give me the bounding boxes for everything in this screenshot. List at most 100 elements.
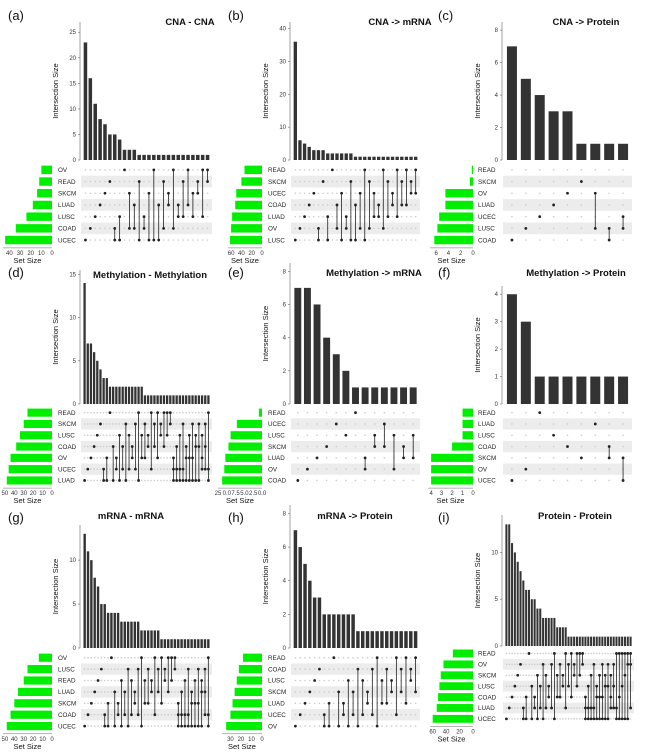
matrix-dot (385, 713, 388, 716)
intersection-bar (150, 395, 153, 404)
matrix-dot-active (116, 701, 120, 705)
matrix-dot (566, 227, 569, 230)
set-size-bar (440, 671, 473, 680)
matrix-dot (383, 479, 386, 482)
matrix-dot (550, 718, 553, 720)
set-name: READ (58, 179, 76, 186)
y-tick-label: 8 (283, 269, 287, 275)
intersection-bar (196, 154, 200, 160)
intersection-bar (567, 636, 570, 646)
intersection-bar (506, 294, 517, 404)
matrix-dot (383, 468, 386, 470)
intersection-bar (342, 370, 350, 404)
intersection-bar (197, 639, 200, 648)
matrix-dot-active (306, 467, 309, 471)
set-size-tick-label: 0 (471, 251, 475, 257)
matrix-dot (304, 691, 306, 693)
matrix-dot (107, 656, 109, 659)
intersection-bar (590, 376, 601, 404)
matrix-dot-active (394, 656, 398, 660)
matrix-dot (594, 180, 597, 183)
intersection-bar (89, 343, 93, 404)
matrix-dot (325, 457, 328, 459)
intersection-bar (609, 636, 612, 646)
matrix-dot-active (342, 701, 345, 705)
set-name: SKCM (58, 421, 76, 428)
matrix-dot (511, 718, 513, 720)
matrix-dot (177, 180, 180, 183)
matrix-dot (567, 707, 570, 709)
y-tick-label: 15 (69, 272, 76, 278)
matrix-dot-active (607, 238, 611, 242)
y-tick-label: 20 (69, 56, 76, 62)
intersection-bar (542, 617, 545, 646)
matrix-dot (552, 457, 555, 459)
matrix-dot (197, 656, 200, 659)
matrix-dot (414, 713, 417, 716)
matrix-dot (137, 656, 139, 659)
matrix-dot (103, 668, 106, 670)
set-size-label: Set Size (226, 496, 254, 505)
matrix-dot (109, 445, 111, 448)
matrix-dot (159, 445, 162, 448)
matrix-dot (147, 411, 149, 414)
matrix-dot (86, 457, 89, 459)
matrix-dot (99, 457, 102, 459)
matrix-dot (313, 691, 316, 693)
matrix-dot (511, 674, 513, 677)
matrix-dot (556, 663, 559, 666)
y-tick-label: 0 (495, 158, 499, 164)
matrix-dot (182, 411, 184, 414)
matrix-dot (528, 663, 530, 666)
intersection-bar (604, 636, 607, 646)
matrix-dot (174, 691, 176, 693)
matrix-dot (325, 434, 328, 437)
matrix-dot-active (340, 238, 344, 242)
set-size-tick-label: 30 (227, 737, 234, 743)
matrix-dot (383, 457, 386, 459)
matrix-dot (562, 707, 564, 709)
matrix-dot (538, 227, 541, 230)
matrix-dot (206, 192, 209, 195)
matrix-dot (538, 239, 541, 241)
matrix-dot-active (566, 191, 569, 195)
intersection-bar (506, 46, 517, 161)
matrix-dot (566, 169, 569, 171)
matrix-dot (109, 434, 111, 437)
matrix-dot (354, 180, 357, 183)
matrix-dot (354, 468, 357, 470)
matrix-dot (333, 691, 335, 693)
matrix-dot (359, 239, 361, 241)
matrix-dot (166, 479, 168, 482)
matrix-dot (159, 479, 162, 482)
matrix-dot (187, 239, 189, 241)
matrix-dot (112, 434, 114, 437)
matrix-dot (84, 169, 87, 171)
matrix-dot (531, 663, 533, 666)
matrix-dot (93, 656, 96, 659)
set-size-bar (439, 682, 473, 691)
matrix-dot (162, 169, 165, 171)
matrix-dot (528, 696, 530, 698)
matrix-dot (410, 215, 412, 218)
matrix-stripe (81, 418, 212, 430)
matrix-dot (545, 718, 547, 720)
set-size-tick-label: 10 (39, 491, 46, 497)
matrix-dot (525, 652, 527, 655)
matrix-dot (533, 718, 536, 720)
matrix-dot (318, 713, 321, 716)
set-size-tick-label: 25 (215, 491, 222, 497)
matrix-dot (325, 468, 328, 470)
matrix-dot-active (507, 706, 511, 710)
matrix-dot (86, 445, 89, 448)
matrix-stripe (81, 686, 212, 698)
matrix-dot (87, 702, 89, 705)
intersection-bar (316, 150, 321, 160)
matrix-dot (131, 468, 134, 470)
matrix-dot (131, 423, 134, 425)
matrix-dot-active (363, 238, 367, 242)
matrix-dot (107, 691, 109, 693)
matrix-dot (164, 713, 166, 716)
matrix-dot (598, 663, 601, 666)
intersection-bar (112, 386, 115, 404)
